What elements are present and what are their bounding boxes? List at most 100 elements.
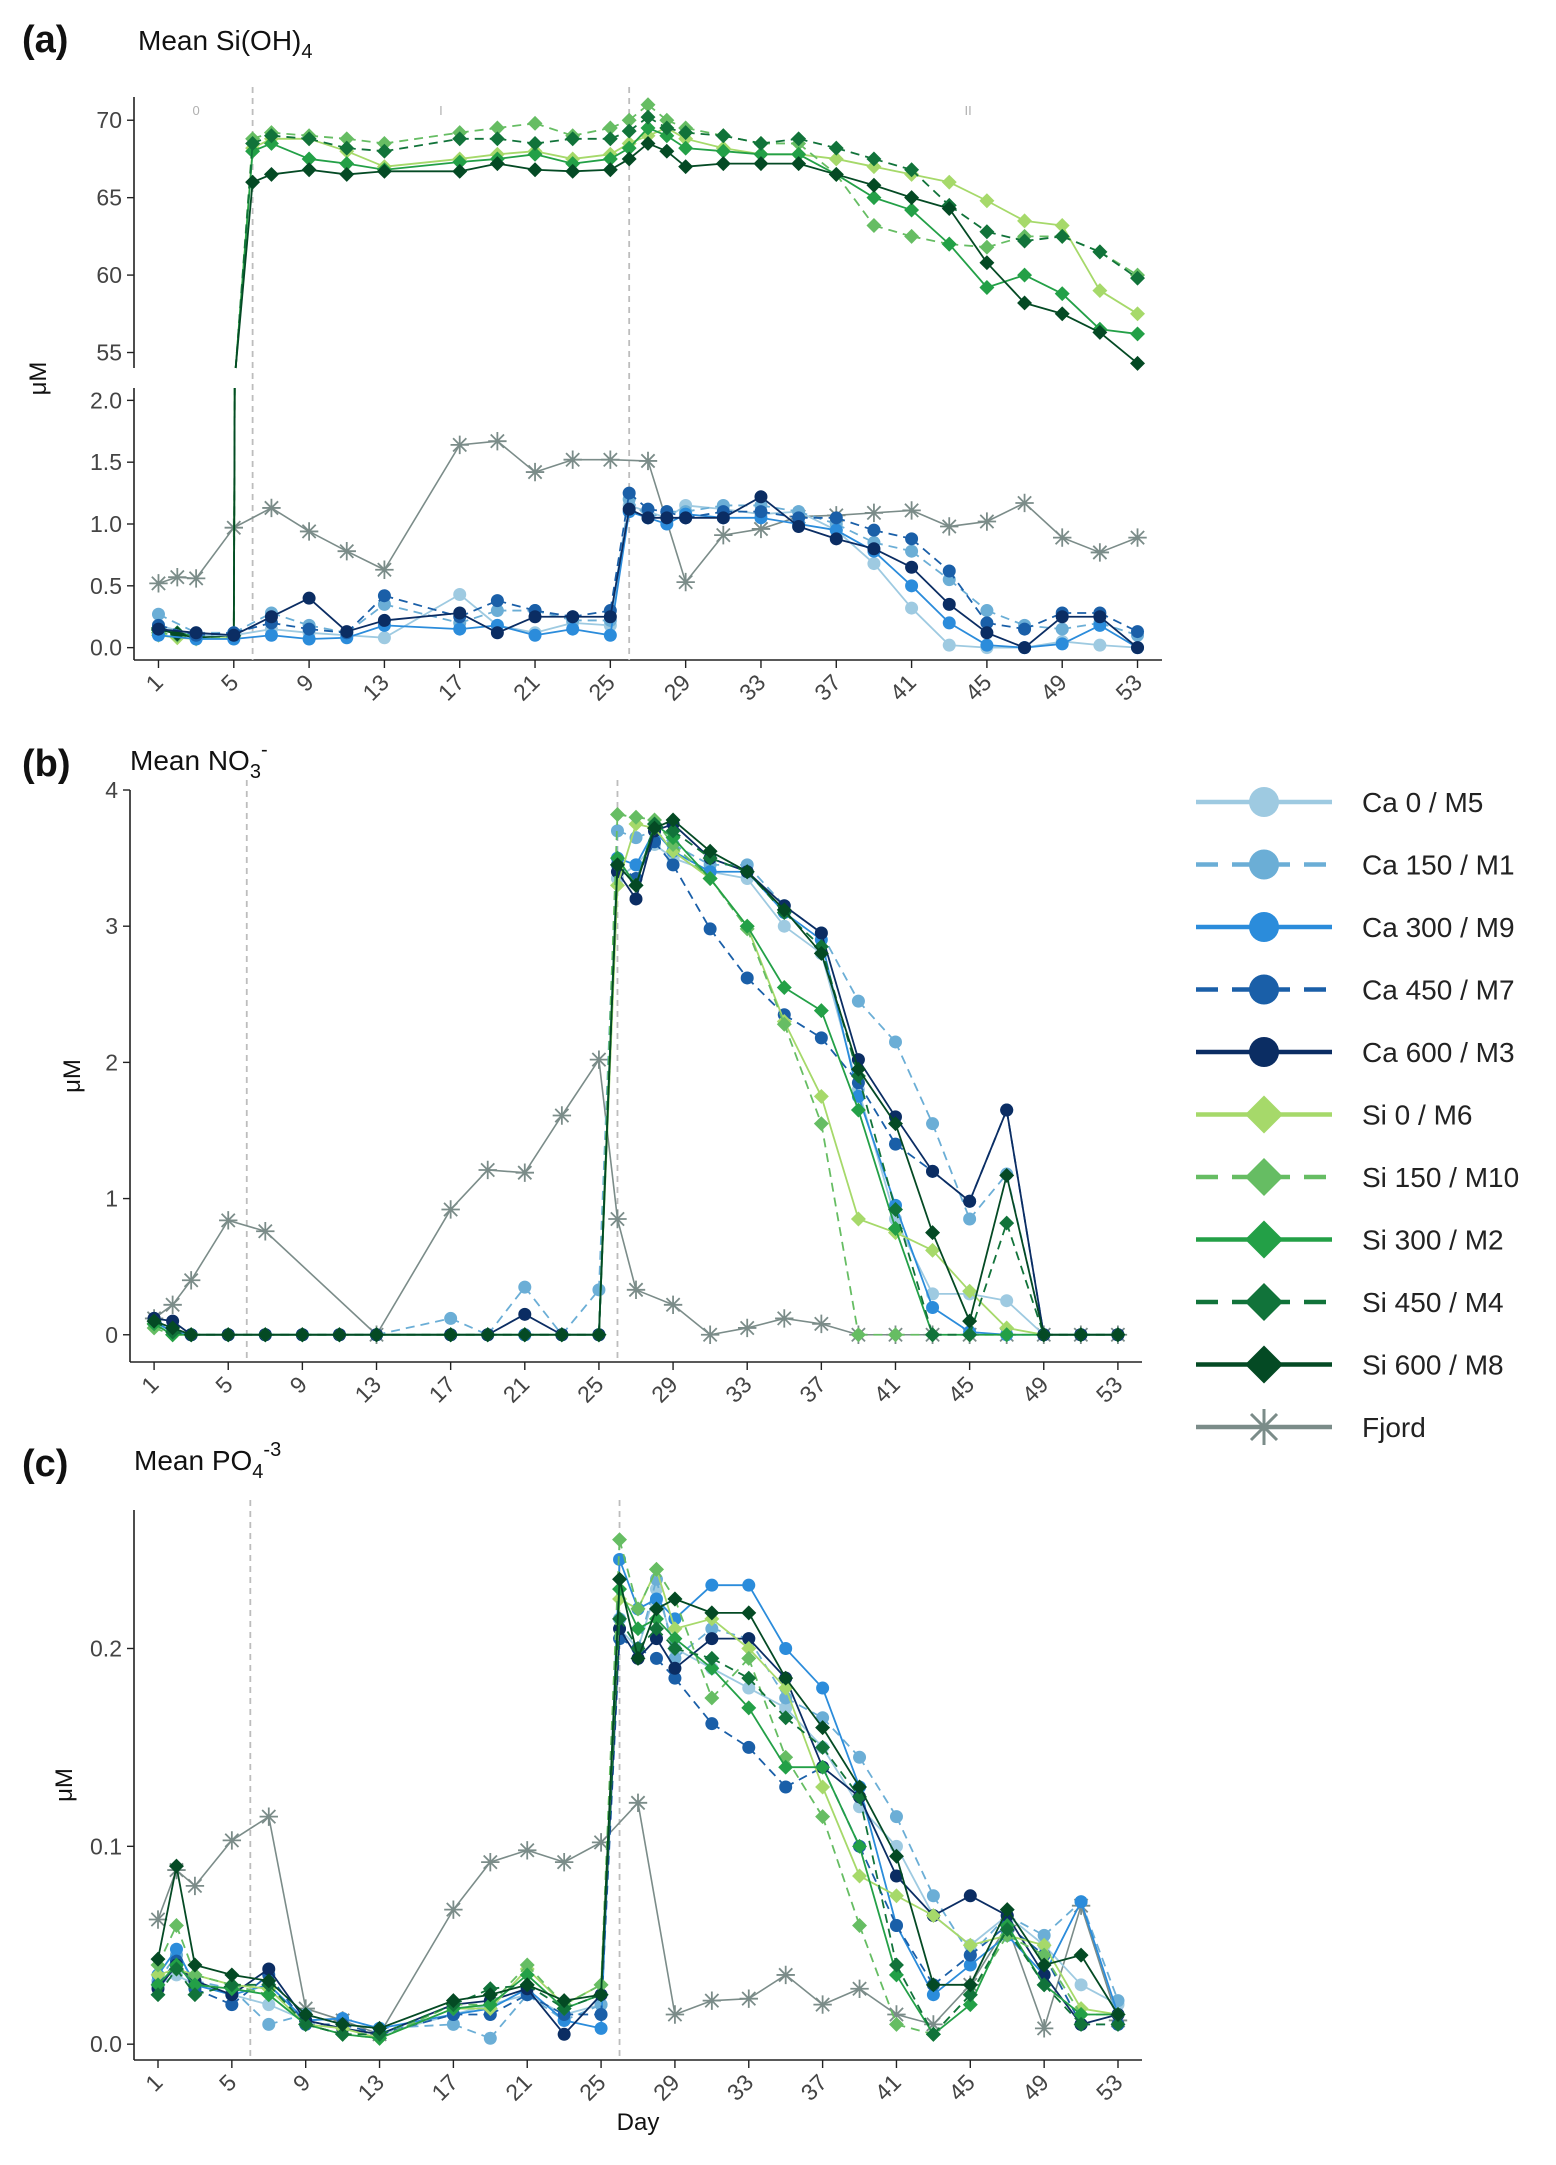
data-point (1055, 610, 1069, 624)
data-point (888, 1888, 904, 1904)
series-line-segment (459, 612, 498, 634)
series-line-segment (346, 619, 385, 633)
series-line-segment (672, 843, 711, 866)
data-point (490, 604, 504, 618)
series-line-segment (932, 1894, 971, 1917)
y-tick-label: 2 (105, 1049, 118, 1075)
series-si-600-m8 (150, 1571, 1126, 2036)
series-line-segment (835, 516, 875, 532)
data-point (962, 1327, 978, 1343)
data-point (1053, 528, 1072, 547)
data-point (1092, 244, 1108, 260)
data-point (925, 1908, 941, 1924)
series-line-segment (746, 877, 785, 927)
series-line-segment (563, 1841, 602, 1863)
data-point (751, 519, 771, 539)
x-tick-label: 45 (960, 669, 996, 705)
data-point (1130, 326, 1145, 342)
data-point (262, 1998, 276, 2012)
data-point (665, 823, 681, 839)
data-point (556, 2001, 572, 2017)
data-point (1090, 543, 1110, 562)
series-line-segment (489, 1964, 528, 2006)
data-point (452, 163, 468, 179)
series-fjord (144, 1050, 1128, 1344)
data-point (445, 1993, 461, 2009)
data-point (372, 2020, 388, 2036)
data-point (741, 1605, 757, 1621)
data-point (603, 610, 617, 624)
series-line-segment (384, 131, 460, 145)
series-line-segment (711, 1657, 750, 1699)
series-line-segment (459, 162, 498, 173)
series-line-segment (271, 597, 310, 618)
series-line-segment (948, 622, 988, 646)
y-tick-label: 70 (96, 107, 122, 133)
data-point (941, 174, 957, 190)
series-line-segment (857, 1000, 897, 1043)
data-point (450, 435, 469, 455)
series-line-segment (524, 1286, 563, 1336)
data-point (1017, 267, 1033, 283)
series-ca-450-m7 (147, 835, 1125, 1342)
data-point (742, 1740, 756, 1754)
series-line-segment (785, 1697, 824, 1719)
data-point (980, 638, 994, 652)
series-line-segment (822, 1766, 861, 1798)
x-tick-label: 9 (284, 1371, 311, 1398)
series-line-segment (746, 871, 785, 911)
data-point (488, 431, 507, 451)
data-point (776, 1965, 795, 1985)
data-point (490, 594, 504, 608)
data-point (963, 1194, 977, 1208)
series-line-segment (379, 1999, 454, 2030)
series-line-segment (896, 2023, 934, 2036)
data-point (181, 1271, 201, 1290)
series-line-segment (563, 1994, 602, 2035)
series-line-segment (231, 1815, 270, 1842)
legend-marker-circle (1249, 1037, 1279, 1067)
legend: Ca 0 / M5 Ca 150 / M1 Ca 300 / M9 Ca 450 / … (1196, 787, 1519, 1445)
series-line-segment (820, 953, 860, 1070)
series-line-segment (711, 1722, 750, 1749)
data-point (829, 511, 843, 525)
data-point (704, 1660, 720, 1676)
series-line-segment (835, 523, 875, 544)
phase-label: 0 (193, 103, 200, 118)
legend-marker-star (1246, 1409, 1282, 1445)
data-point (628, 809, 644, 825)
data-point (299, 522, 319, 541)
data-point (640, 109, 656, 125)
series-line-segment (873, 224, 912, 238)
series-line-segment (561, 1059, 600, 1116)
data-point (1130, 270, 1145, 286)
data-point (665, 2005, 685, 2024)
data-point (941, 236, 957, 252)
y-tick-label: 0.0 (90, 635, 122, 661)
data-point (609, 807, 625, 822)
legend-marker-circle (1249, 787, 1279, 817)
data-point (1092, 283, 1108, 299)
data-point (628, 1793, 648, 1813)
series-line-segment (783, 1013, 822, 1039)
series-line-segment (948, 181, 988, 202)
series-line-segment (986, 262, 1026, 304)
series-si-450-m4 (150, 1611, 1126, 2042)
series-line-segment (379, 2013, 454, 2036)
data-point (149, 574, 168, 593)
data-point (444, 1900, 463, 1919)
series-line-segment (911, 538, 950, 572)
data-point (1054, 286, 1070, 302)
data-point (592, 1283, 606, 1297)
data-point (245, 174, 261, 190)
data-point (185, 1876, 205, 1896)
data-point (168, 567, 187, 587)
data-point (1093, 610, 1107, 624)
series-si-300-m2 (151, 120, 1145, 643)
series-line-segment (821, 1323, 859, 1336)
series-line-segment (709, 1327, 748, 1336)
legend-item-si-300-m2: Si 300 / M2 (1196, 1220, 1504, 1259)
series-line-segment (822, 1988, 860, 2006)
data-point (904, 228, 920, 244)
series-line-segment (1099, 331, 1139, 365)
